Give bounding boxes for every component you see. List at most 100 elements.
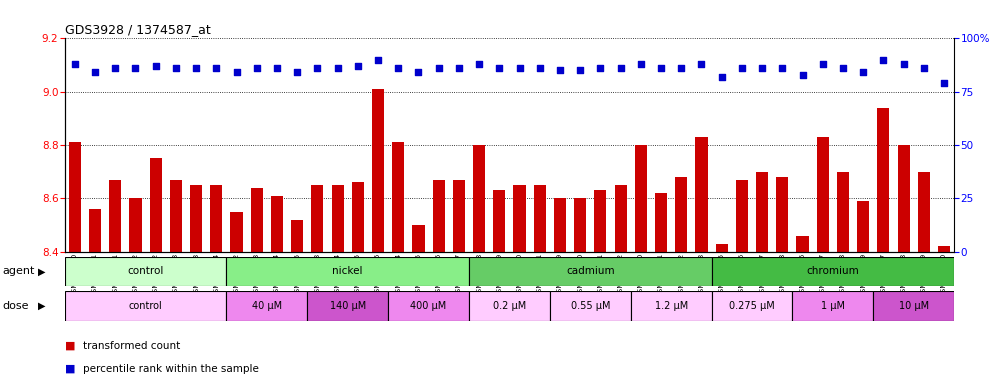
Bar — [170, 180, 182, 252]
Point — [815, 61, 831, 67]
Bar — [308, 291, 388, 321]
Point — [512, 65, 528, 71]
Bar — [251, 187, 263, 252]
Bar — [230, 212, 243, 252]
Text: dose: dose — [2, 301, 29, 311]
Bar — [469, 291, 550, 321]
Point — [653, 65, 669, 71]
Point — [532, 65, 548, 71]
Bar — [332, 185, 344, 252]
Point — [754, 65, 770, 71]
Text: 10 μM: 10 μM — [898, 301, 929, 311]
Point — [350, 63, 366, 69]
Point — [188, 65, 204, 71]
Bar — [877, 108, 889, 252]
Bar — [655, 193, 667, 252]
Point — [430, 65, 446, 71]
Point — [87, 70, 103, 76]
Point — [835, 65, 851, 71]
Bar — [271, 195, 283, 252]
Point — [714, 74, 730, 80]
Bar — [554, 198, 566, 252]
Point — [147, 63, 163, 69]
Bar — [897, 145, 909, 252]
Point — [593, 65, 609, 71]
Point — [269, 65, 285, 71]
Point — [491, 65, 507, 71]
Point — [451, 65, 467, 71]
Text: cadmium: cadmium — [566, 266, 615, 276]
Bar — [432, 180, 445, 252]
Bar — [793, 291, 873, 321]
Point — [673, 65, 689, 71]
Bar — [392, 142, 404, 252]
Point — [108, 65, 124, 71]
Bar — [514, 185, 526, 252]
Bar — [695, 137, 707, 252]
Bar — [776, 177, 789, 252]
Point — [916, 65, 932, 71]
Bar — [493, 190, 505, 252]
Bar — [469, 257, 711, 286]
Bar — [453, 180, 465, 252]
Bar — [797, 235, 809, 252]
Text: ■: ■ — [65, 341, 76, 351]
Text: 0.275 μM: 0.275 μM — [729, 301, 775, 311]
Bar — [65, 257, 226, 286]
Text: 400 μM: 400 μM — [410, 301, 447, 311]
Point — [613, 65, 628, 71]
Point — [168, 65, 184, 71]
Text: percentile rank within the sample: percentile rank within the sample — [83, 364, 259, 374]
Point — [795, 71, 811, 78]
Bar — [412, 225, 424, 252]
Text: ▶: ▶ — [38, 266, 46, 276]
Bar — [65, 291, 226, 321]
Bar — [716, 243, 728, 252]
Bar — [711, 257, 954, 286]
Text: nickel: nickel — [333, 266, 363, 276]
Point — [289, 70, 305, 76]
Point — [734, 65, 750, 71]
Bar — [190, 185, 202, 252]
Point — [936, 80, 952, 86]
Bar — [388, 291, 469, 321]
Text: 1.2 μM: 1.2 μM — [654, 301, 688, 311]
Bar — [312, 185, 324, 252]
Point — [895, 61, 911, 67]
Text: agent: agent — [2, 266, 35, 276]
Bar — [634, 145, 647, 252]
Point — [875, 56, 891, 63]
Point — [856, 70, 872, 76]
Point — [208, 65, 224, 71]
Bar — [550, 291, 630, 321]
Bar — [917, 172, 930, 252]
Bar — [711, 291, 793, 321]
Bar — [817, 137, 829, 252]
Bar — [736, 180, 748, 252]
Point — [229, 70, 245, 76]
Point — [471, 61, 487, 67]
Point — [330, 65, 346, 71]
Bar — [149, 158, 161, 252]
Bar — [675, 177, 687, 252]
Point — [390, 65, 406, 71]
Bar — [291, 220, 303, 252]
Point — [371, 56, 386, 63]
Bar — [615, 185, 626, 252]
Text: GDS3928 / 1374587_at: GDS3928 / 1374587_at — [65, 23, 210, 36]
Bar — [756, 172, 768, 252]
Bar — [129, 198, 141, 252]
Point — [774, 65, 790, 71]
Point — [127, 65, 143, 71]
Point — [632, 61, 648, 67]
Bar — [352, 182, 364, 252]
Text: 140 μM: 140 μM — [330, 301, 366, 311]
Bar — [226, 257, 469, 286]
Bar — [630, 291, 711, 321]
Bar — [69, 142, 81, 252]
Bar — [473, 145, 485, 252]
Bar — [226, 291, 308, 321]
Bar — [595, 190, 607, 252]
Point — [410, 70, 426, 76]
Point — [67, 61, 83, 67]
